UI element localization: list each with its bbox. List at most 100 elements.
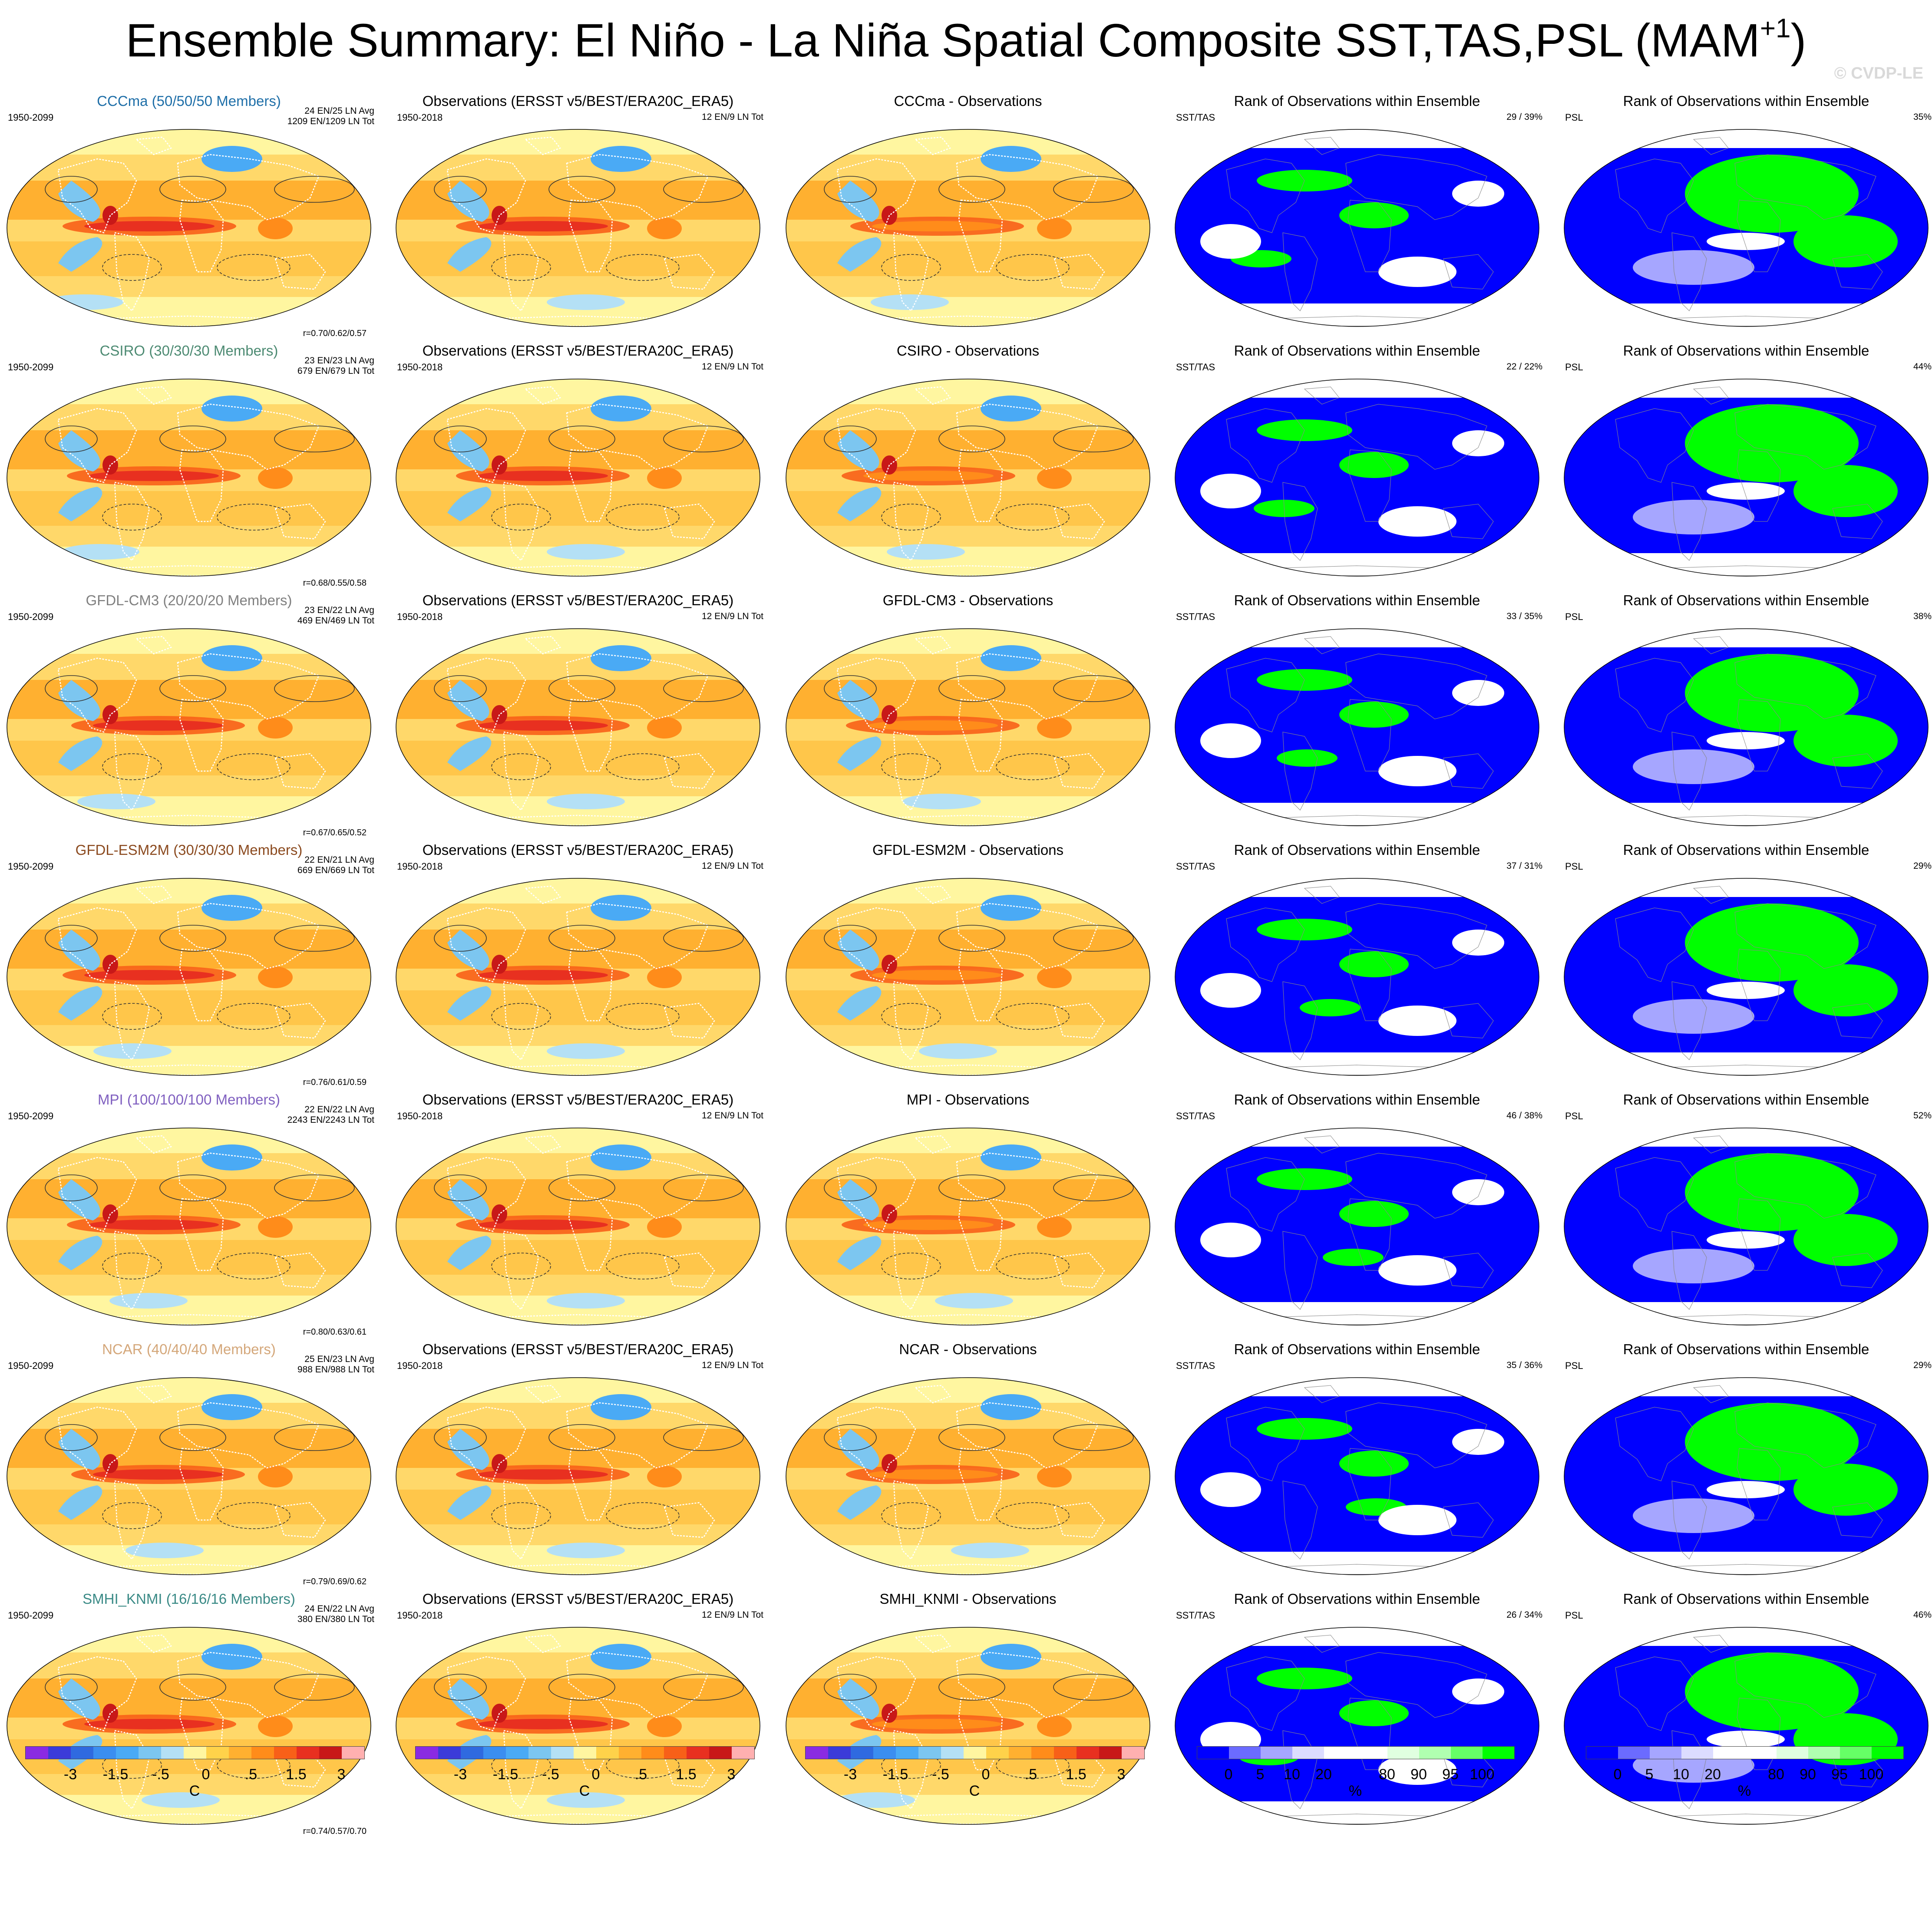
- anomaly-map: [6, 628, 372, 827]
- rank-sst-tas-percent: 33 / 35%: [1506, 611, 1542, 621]
- colorbar-cell: [342, 1747, 364, 1759]
- colorbar-cell: [1586, 1747, 1618, 1759]
- colorbar-cell: [709, 1747, 732, 1759]
- rank-map-svg: [1175, 1377, 1539, 1575]
- colorbar-tick-label: -3: [63, 1766, 77, 1783]
- anomaly-map: [6, 1127, 372, 1326]
- model-counts-tot: 1209 EN/1209 LN Tot: [287, 116, 374, 126]
- anomaly-map: [6, 1377, 372, 1576]
- colorbar-cell: [416, 1747, 438, 1759]
- pattern-correlation: r=0.74/0.57/0.70: [303, 1827, 367, 1836]
- colorbar-tick-label: 0: [981, 1766, 990, 1783]
- colorbar-cell: [941, 1747, 964, 1759]
- obs-period: 1950-2018: [397, 112, 443, 123]
- model-event-counts: 22 EN/21 LN Avg 669 EN/669 LN Tot: [297, 855, 374, 876]
- rank-psl-panel: Rank of Observations within Ensemble PSL 4…: [1557, 1591, 1932, 1839]
- obs-composite-panel: Observations (ERSST v5/BEST/ERA20C_ERA5)…: [389, 1091, 767, 1340]
- obs-title: Observations (ERSST v5/BEST/ERA20C_ERA5): [422, 1091, 734, 1108]
- rank-title: Rank of Observations within Ensemble: [1623, 1341, 1869, 1357]
- colorbar-cell: [506, 1747, 528, 1759]
- colorbar-cell: [319, 1747, 342, 1759]
- colorbar-cell: [116, 1747, 139, 1759]
- obs-event-counts: 12 EN/9 LN Tot: [701, 861, 763, 871]
- colorbar-unit: %: [1737, 1783, 1751, 1799]
- model-counts-tot: 988 EN/988 LN Tot: [297, 1365, 374, 1375]
- colorbar-cell: [1099, 1747, 1122, 1759]
- colorbar-cell: [1229, 1747, 1261, 1759]
- obs-event-counts: 12 EN/9 LN Tot: [701, 112, 763, 122]
- anomaly-map-svg: [7, 878, 371, 1076]
- rank-map-svg: [1175, 379, 1539, 577]
- rank-map: [1174, 877, 1540, 1076]
- model-period: 1950-2099: [8, 362, 54, 373]
- anomaly-map: [395, 129, 761, 327]
- colorbar-cell: [438, 1747, 461, 1759]
- obs-title: Observations (ERSST v5/BEST/ERA20C_ERA5): [422, 1591, 734, 1607]
- rank-colorbar-sst: 0 5 10 20 80 90 95 100%: [1197, 1741, 1515, 1810]
- anomaly-map-svg: [786, 1377, 1150, 1575]
- rank-psl-label: PSL: [1565, 1111, 1583, 1121]
- colorbar-tick-label: -1.5: [102, 1766, 129, 1783]
- colorbar-cell: [851, 1747, 873, 1759]
- rank-sst-tas-panel: Rank of Observations within Ensemble SST/…: [1168, 592, 1546, 841]
- anomaly-map-svg: [7, 628, 371, 826]
- rank-title: Rank of Observations within Ensemble: [1234, 1341, 1480, 1357]
- model-counts-avg: 22 EN/21 LN Avg: [304, 855, 374, 865]
- anomaly-map: [785, 1626, 1151, 1825]
- rank-map: [1174, 628, 1540, 827]
- obs-title: Observations (ERSST v5/BEST/ERA20C_ERA5): [422, 343, 734, 359]
- anomaly-map-svg: [396, 878, 760, 1076]
- difference-panel: SMHI_KNMI - Observations: [779, 1591, 1157, 1839]
- obs-period: 1950-2018: [397, 861, 443, 872]
- rank-map-svg: [1175, 1128, 1539, 1326]
- colorbar-cell: [806, 1747, 828, 1759]
- rank-sst-tas-panel: Rank of Observations within Ensemble SST/…: [1168, 1091, 1546, 1340]
- rank-title: Rank of Observations within Ensemble: [1234, 842, 1480, 858]
- rank-psl-label: PSL: [1565, 362, 1583, 373]
- colorbar-tick-label: 0: [1224, 1766, 1233, 1783]
- rank-title: Rank of Observations within Ensemble: [1234, 1591, 1480, 1607]
- rank-psl-label: PSL: [1565, 1610, 1583, 1621]
- colorbar-cell: [1387, 1747, 1419, 1759]
- obs-composite-panel: Observations (ERSST v5/BEST/ERA20C_ERA5)…: [389, 343, 767, 591]
- model-composite-panel: CSIRO (30/30/30 Members) 1950-2099 23 EN/2…: [0, 343, 378, 591]
- colorbar-cells: [1586, 1746, 1904, 1759]
- model-counts-tot: 669 EN/669 LN Tot: [297, 865, 374, 875]
- rank-sst-tas-panel: Rank of Observations within Ensemble SST/…: [1168, 343, 1546, 591]
- rank-sst-tas-panel: Rank of Observations within Ensemble SST/…: [1168, 842, 1546, 1090]
- colorbar-cell: [1122, 1747, 1144, 1759]
- pattern-correlation: r=0.68/0.55/0.58: [303, 578, 367, 588]
- rank-psl-panel: Rank of Observations within Ensemble PSL 3…: [1557, 592, 1932, 841]
- rank-sst-tas-label: SST/TAS: [1176, 1610, 1215, 1621]
- colorbar-cell: [528, 1747, 551, 1759]
- colorbar-tick-label: -.5: [542, 1766, 559, 1783]
- anomaly-map: [785, 877, 1151, 1076]
- model-period: 1950-2099: [8, 112, 54, 123]
- colorbar-tick-label: -1.5: [882, 1766, 908, 1783]
- model-counts-tot: 380 EN/380 LN Tot: [297, 1614, 374, 1624]
- rank-map: [1563, 378, 1929, 577]
- obs-period: 1950-2018: [397, 1360, 443, 1371]
- colorbar-cell: [687, 1747, 709, 1759]
- rank-sst-tas-percent: 29 / 39%: [1506, 112, 1542, 122]
- difference-title: SMHI_KNMI - Observations: [879, 1591, 1057, 1607]
- colorbar-unit: C: [579, 1783, 590, 1799]
- colorbar-cell: [461, 1747, 483, 1759]
- colorbar-unit: C: [189, 1783, 200, 1799]
- colorbar-cell: [1618, 1747, 1650, 1759]
- colorbar-cell: [1681, 1747, 1713, 1759]
- difference-panel: CCCma - Observations: [779, 93, 1157, 341]
- colorbar-cell: [551, 1747, 574, 1759]
- model-event-counts: 22 EN/22 LN Avg 2243 EN/2243 LN Tot: [287, 1105, 374, 1125]
- pattern-correlation: r=0.79/0.69/0.62: [303, 1577, 367, 1586]
- rank-psl-label: PSL: [1565, 611, 1583, 622]
- pattern-correlation: r=0.76/0.61/0.59: [303, 1078, 367, 1087]
- rank-psl-percent: 38%: [1913, 611, 1932, 621]
- cvdp-watermark: © CVDP-LE: [1834, 64, 1923, 82]
- anomaly-map-svg: [786, 1627, 1150, 1825]
- anomaly-map-svg: [396, 379, 760, 577]
- colorbar-cell: [1840, 1747, 1872, 1759]
- rank-sst-tas-panel: Rank of Observations within Ensemble SST/…: [1168, 1591, 1546, 1839]
- colorbar-cell: [986, 1747, 1009, 1759]
- anomaly-map: [395, 1377, 761, 1576]
